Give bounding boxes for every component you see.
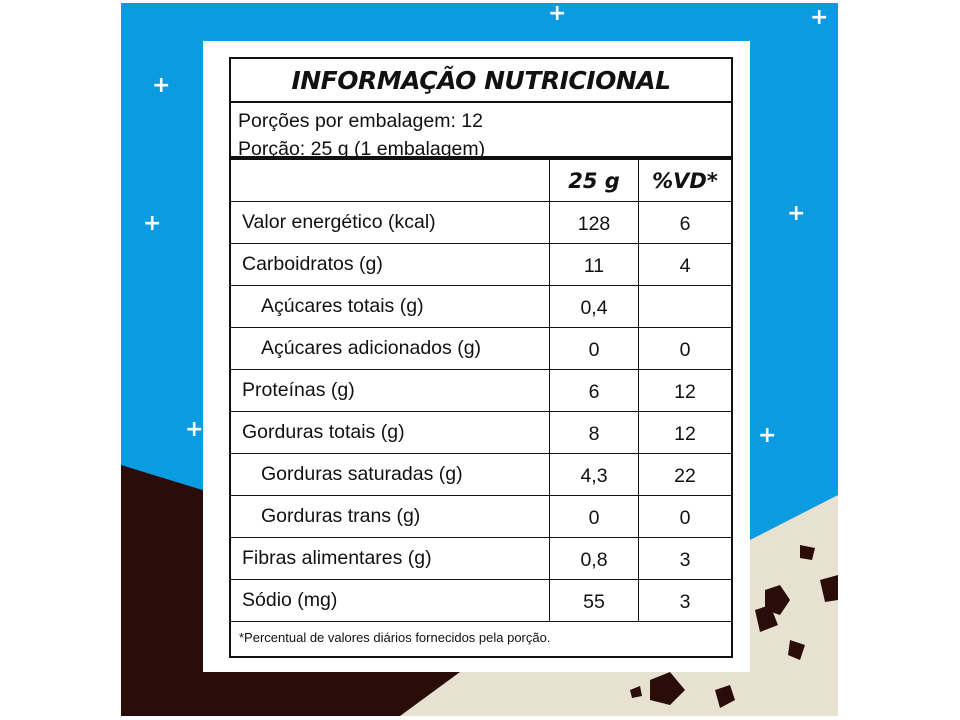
header-row: 25 g %VD* bbox=[231, 160, 731, 202]
table-row: Sódio (mg) 55 3 bbox=[231, 580, 731, 622]
svg-text:+: + bbox=[787, 201, 805, 226]
nutrition-facts-table: INFORMAÇÃO NUTRICIONAL Porções por embal… bbox=[229, 57, 733, 658]
nutrient-dv bbox=[638, 286, 731, 327]
svg-text:+: + bbox=[548, 1, 566, 26]
serving-info: Porções por embalagem: 12 Porção: 25 g (… bbox=[231, 103, 731, 160]
nutrient-amount: 128 bbox=[549, 202, 638, 243]
nutrient-name: Valor energético (kcal) bbox=[242, 211, 436, 233]
nutrient-dv: 22 bbox=[638, 454, 731, 495]
column-header-dv: %VD* bbox=[638, 160, 731, 201]
nutrient-dv: 0 bbox=[638, 328, 731, 369]
nutrient-dv: 4 bbox=[638, 244, 731, 285]
nutrient-name: Proteínas (g) bbox=[242, 379, 355, 401]
footnote: *Percentual de valores diários fornecido… bbox=[239, 630, 551, 645]
nutrient-name: Carboidratos (g) bbox=[242, 253, 383, 275]
table-row: Gorduras trans (g) 0 0 bbox=[231, 496, 731, 538]
nutrient-dv: 3 bbox=[638, 580, 731, 621]
nutrient-name: Fibras alimentares (g) bbox=[242, 547, 432, 569]
beige-area bbox=[400, 495, 838, 716]
nutrient-dv: 3 bbox=[638, 538, 731, 579]
cookie-crumbs bbox=[630, 545, 838, 708]
column-header-amount: 25 g bbox=[549, 160, 638, 201]
svg-text:+: + bbox=[152, 73, 170, 98]
svg-text:+: + bbox=[143, 211, 161, 236]
svg-text:+: + bbox=[185, 417, 203, 442]
nutrient-dv: 6 bbox=[638, 202, 731, 243]
servings-per-package: Porções por embalagem: 12 bbox=[238, 110, 483, 132]
svg-text:+: + bbox=[810, 5, 828, 30]
nutrient-amount: 11 bbox=[549, 244, 638, 285]
table-row: Carboidratos (g) 11 4 bbox=[231, 244, 731, 286]
table-row: Açúcares totais (g) 0,4 bbox=[231, 286, 731, 328]
nutrient-name: Açúcares totais (g) bbox=[261, 295, 424, 317]
table-row: Açúcares adicionados (g) 0 0 bbox=[231, 328, 731, 370]
table-title: INFORMAÇÃO NUTRICIONAL bbox=[231, 59, 731, 103]
nutrient-amount: 0,8 bbox=[549, 538, 638, 579]
nutrient-amount: 8 bbox=[549, 412, 638, 453]
serving-size: Porção: 25 g (1 embalagem) bbox=[238, 138, 486, 160]
nutrient-name: Sódio (mg) bbox=[242, 589, 338, 611]
nutrient-amount: 4,3 bbox=[549, 454, 638, 495]
table-row: Valor energético (kcal) 128 6 bbox=[231, 202, 731, 244]
nutrient-amount: 0,4 bbox=[549, 286, 638, 327]
label-card bbox=[203, 41, 750, 672]
table-row: Gorduras saturadas (g) 4,3 22 bbox=[231, 454, 731, 496]
nutrient-dv: 12 bbox=[638, 370, 731, 411]
plus-sparkles: + + + + + + + bbox=[143, 1, 828, 448]
nutrient-dv: 12 bbox=[638, 412, 731, 453]
nutrient-amount: 6 bbox=[549, 370, 638, 411]
nutrient-name: Açúcares adicionados (g) bbox=[261, 337, 482, 359]
table-row: Proteínas (g) 6 12 bbox=[231, 370, 731, 412]
svg-text:+: + bbox=[758, 423, 776, 448]
nutrient-name: Gorduras saturadas (g) bbox=[261, 463, 463, 485]
table-row: Fibras alimentares (g) 0,8 3 bbox=[231, 538, 731, 580]
nutrient-dv: 0 bbox=[638, 496, 731, 537]
nutrient-name: Gorduras trans (g) bbox=[261, 505, 421, 527]
nutrient-name: Gorduras totais (g) bbox=[242, 421, 405, 443]
nutrient-amount: 55 bbox=[549, 580, 638, 621]
nutrient-amount: 0 bbox=[549, 328, 638, 369]
table-row: Gorduras totais (g) 8 12 bbox=[231, 412, 731, 454]
nutrient-amount: 0 bbox=[549, 496, 638, 537]
